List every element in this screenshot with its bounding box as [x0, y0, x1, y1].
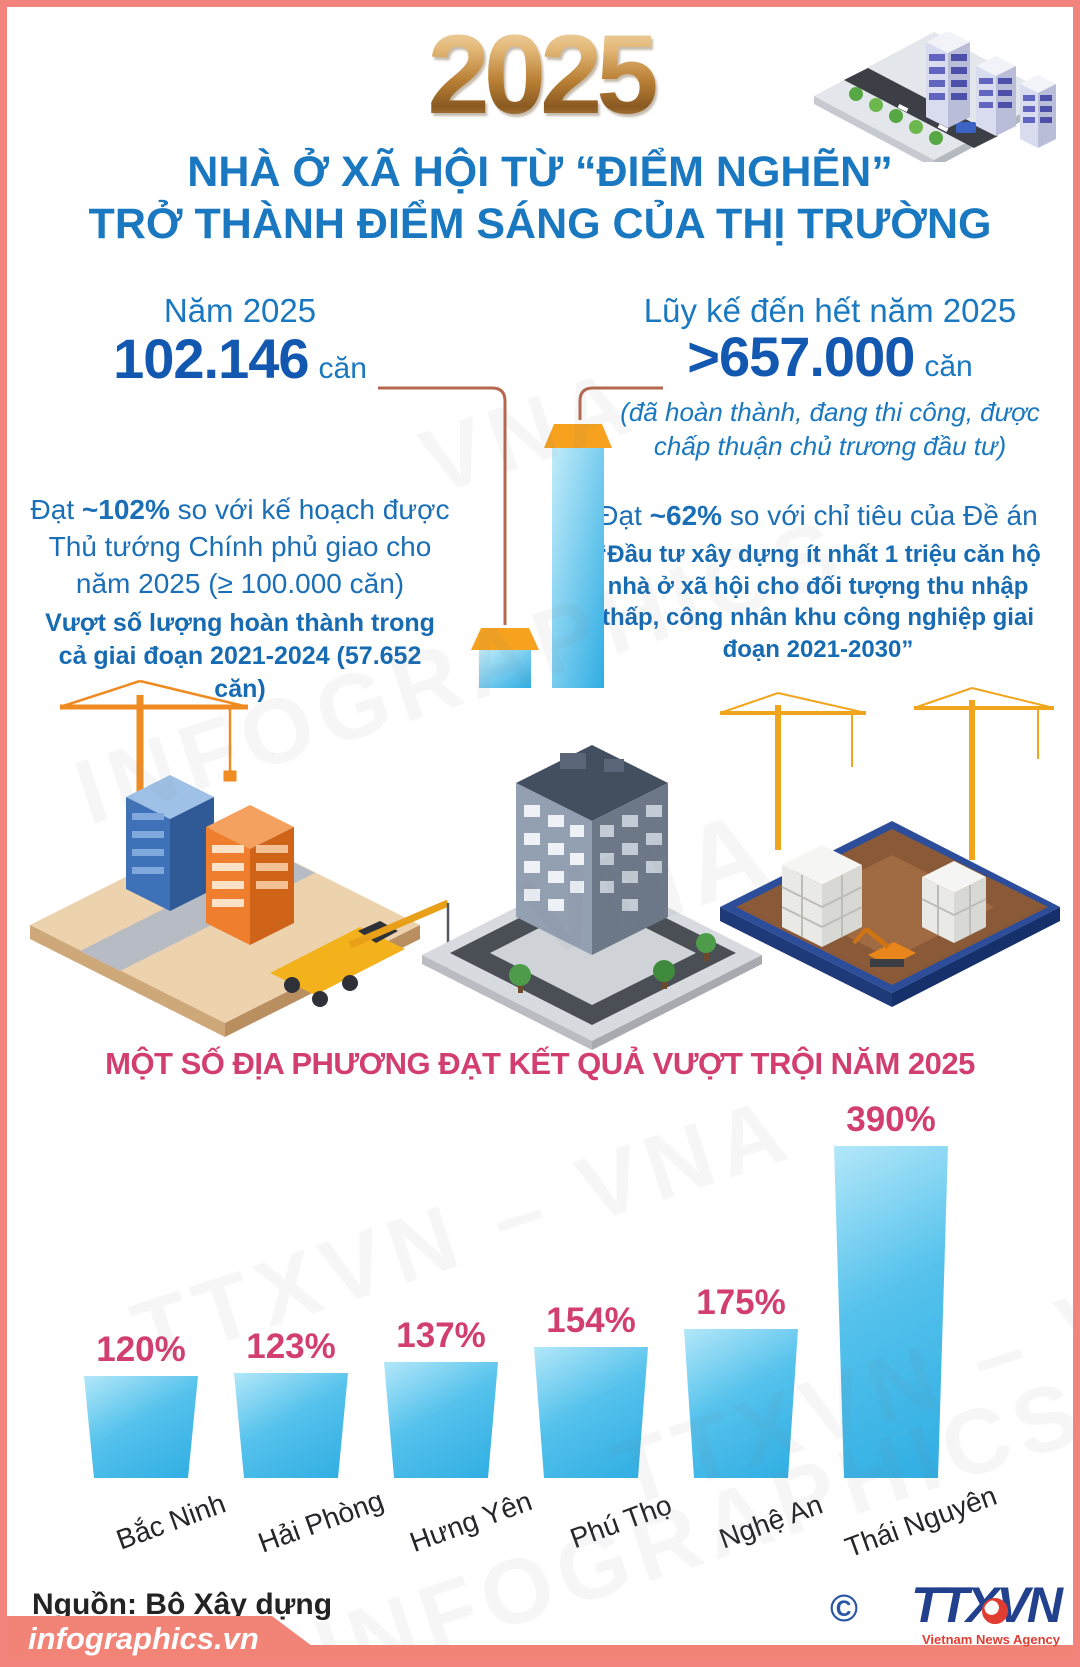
stat-right-label: Lũy kế đến hết năm 2025	[643, 292, 1017, 329]
stat-left-desc-bold: ~102%	[81, 494, 170, 525]
stat-right-desc-rest: so với chỉ tiêu của Đề án	[722, 500, 1038, 531]
stat-left-highlight: Vượt số lượng hoàn thành trong cả giai đ…	[45, 608, 435, 703]
trees-icon	[849, 87, 943, 145]
stat-right-unit: căn	[924, 350, 973, 383]
stat-right-highlight: “Đầu tư xây dựng ít nhất 1 triệu căn hộ …	[595, 540, 1041, 663]
stat-left-unit: căn	[318, 352, 367, 385]
city-illustration	[814, 31, 1056, 162]
chart-bar-6	[834, 1146, 948, 1478]
chart-value-label: 120%	[96, 1330, 186, 1369]
construction-scene-left	[30, 679, 453, 1037]
tower-building-icon	[976, 56, 1016, 136]
concrete-frame-icon	[921, 861, 987, 943]
page-title-line2: TRỞ THÀNH ĐIỂM SÁNG CỦA THỊ TRƯỜNG	[88, 200, 992, 249]
stat-left-desc-rest: so với kế hoạch được Thủ tướng Chính phủ…	[48, 494, 450, 599]
tower-building-icon	[1020, 75, 1056, 148]
chart-value-label: 175%	[696, 1283, 786, 1322]
tower-crane-icon	[913, 687, 1055, 860]
tower-building-icon	[926, 31, 970, 128]
stat-left-value: 102.146	[113, 327, 309, 390]
trees-icon	[509, 933, 716, 993]
tower-crane-icon	[719, 692, 867, 850]
agency-wordmark: TTXVN	[880, 1580, 1063, 1630]
chart-title: MỘT SỐ ĐỊA PHƯƠNG ĐẠT KẾT QUẢ VƯỢT TRỘI …	[105, 1046, 975, 1081]
stat-left-desc-prefix: Đạt	[30, 494, 82, 525]
stat-left-desc: Đạt ~102% so với kế hoạch được Thủ tướng…	[30, 492, 450, 706]
concrete-frame-icon	[781, 845, 863, 947]
copyright-icon: ©	[830, 1588, 858, 1630]
chart-value-label: 154%	[546, 1301, 636, 1340]
source-text: Nguồn: Bộ Xây dựng	[32, 1588, 333, 1621]
chart-bar-3	[384, 1362, 498, 1478]
comparison-bars	[378, 386, 663, 688]
stat-right-desc-bold: ~62%	[649, 500, 723, 531]
stat-left-number: 102.146 căn	[40, 326, 440, 391]
agency-logo: © TTXVN Vietnam News Agency	[830, 1580, 1063, 1647]
glass-building-icon	[126, 775, 214, 911]
connector-line-right	[578, 386, 663, 420]
annual-bar	[471, 628, 539, 688]
agency-subtitle: Vietnam News Agency	[922, 1632, 1060, 1647]
chart-value-label: 123%	[246, 1327, 336, 1366]
stat-right-number: >657.000 căn	[620, 324, 1040, 389]
stat-right-value: >657.000	[687, 325, 915, 388]
chart-bar-1	[84, 1376, 198, 1478]
connector-line-left	[378, 386, 507, 625]
stat-right-desc-prefix: Đạt	[598, 500, 650, 531]
chart-bar-4	[534, 1347, 648, 1478]
chart-value-label: 390%	[846, 1100, 936, 1139]
chart-bar-2	[234, 1373, 348, 1478]
stat-right-note: (đã hoàn thành, đang thi công, được chấp…	[620, 397, 1040, 461]
stat-right-desc: Đạt ~62% so với chỉ tiêu của Đề án “Đầu …	[588, 498, 1048, 666]
construction-illustration	[30, 679, 1060, 1050]
excavator-icon	[852, 927, 916, 967]
stat-left-label: Năm 2025	[163, 292, 317, 329]
page-title-line1: NHÀ Ở XÃ HỘI TỪ “ĐIỂM NGHẼN”	[187, 148, 893, 196]
gold-year-2025: 2025	[0, 10, 1080, 139]
apartment-building-icon	[516, 745, 668, 955]
finished-building-scene	[422, 745, 762, 1050]
province-bar-chart: 120% Bắc Ninh 123% Hải Phòng 137% Hưng Yên 154…	[0, 1080, 1080, 1600]
orange-building-icon	[206, 805, 294, 945]
site-link[interactable]: infographics.vn	[28, 1621, 259, 1656]
construction-site-scene	[719, 687, 1060, 1007]
chart-value-label: 137%	[396, 1316, 486, 1355]
cumulative-bar	[544, 424, 612, 688]
chart-bar-5	[684, 1329, 798, 1478]
page-title: NHÀ Ở XÃ HỘI TỪ “ĐIỂM NGHẼN” TRỞ THÀNH Đ…	[0, 146, 1080, 251]
globe-icon	[982, 1598, 1008, 1624]
